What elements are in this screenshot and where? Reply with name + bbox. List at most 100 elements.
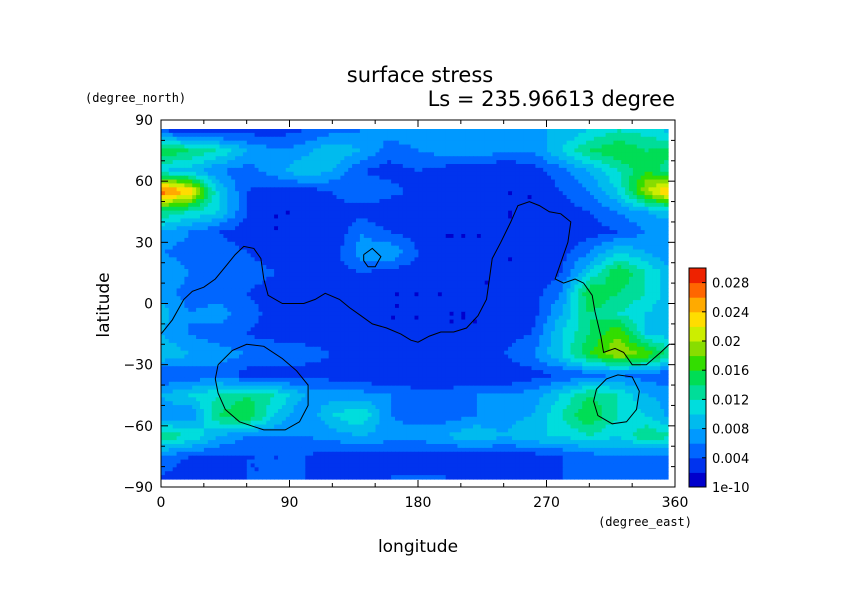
heatmap-cell: [660, 167, 665, 173]
heatmap-cell: [551, 195, 556, 200]
heatmap-cell: [161, 206, 166, 212]
heatmap-cell: [340, 261, 345, 266]
heatmap-cell: [391, 156, 396, 161]
heatmap-cell: [242, 152, 248, 157]
heatmap-cell: [289, 148, 295, 153]
heatmap-cell: [324, 187, 330, 192]
heatmap-cell: [457, 214, 462, 220]
heatmap-cell: [605, 206, 611, 212]
heatmap-cell: [293, 136, 299, 142]
heatmap-cell: [219, 214, 224, 220]
heatmap-cell: [488, 171, 494, 177]
heatmap-cell: [293, 191, 299, 196]
heatmap-cell: [402, 179, 408, 185]
heatmap-cell: [551, 187, 556, 192]
heatmap-cell: [461, 175, 466, 181]
heatmap-cell: [391, 187, 396, 192]
heatmap-cell: [297, 214, 302, 220]
heatmap-cell: [164, 202, 170, 208]
heatmap-cell: [383, 253, 388, 258]
heatmap-cell: [184, 241, 189, 247]
heatmap-cell: [445, 167, 451, 173]
heatmap-cell: [266, 167, 271, 173]
heatmap-cell: [336, 265, 341, 270]
heatmap-cell: [395, 187, 400, 192]
heatmap-cell: [613, 179, 618, 185]
heatmap-cell: [597, 183, 603, 188]
heatmap-cell: [274, 222, 279, 227]
heatmap-cell: [270, 199, 275, 204]
heatmap-cell: [473, 249, 478, 255]
heatmap-cell: [593, 167, 599, 173]
heatmap-cell: [441, 136, 447, 142]
heatmap-cell: [313, 167, 318, 173]
heatmap-cell: [539, 237, 544, 243]
heatmap-cell: [219, 226, 224, 231]
heatmap-cell: [289, 199, 295, 204]
heatmap-cell: [227, 156, 232, 161]
heatmap-cell: [203, 222, 209, 227]
heatmap-cell: [235, 241, 240, 247]
heatmap-cell: [465, 253, 470, 258]
heatmap-cell: [164, 257, 170, 262]
heatmap-cell: [348, 276, 353, 282]
heatmap-cell: [613, 269, 618, 274]
heatmap-cell: [317, 214, 322, 220]
heatmap-cell: [430, 175, 435, 181]
heatmap-cell: [488, 241, 494, 247]
heatmap-cell: [211, 179, 217, 185]
heatmap-cell: [434, 148, 439, 153]
heatmap-cell: [200, 160, 205, 165]
heatmap-cell: [523, 152, 529, 157]
heatmap-cell: [473, 272, 478, 278]
heatmap-cell: [348, 183, 353, 188]
heatmap-cell: [379, 187, 384, 192]
heatmap-cell: [465, 249, 470, 255]
heatmap-cell: [512, 136, 517, 142]
heatmap-cell: [644, 171, 650, 177]
heatmap-cell: [184, 183, 189, 188]
heatmap-cell: [289, 257, 295, 262]
heatmap-cell: [426, 237, 431, 243]
heatmap-cell: [320, 230, 326, 235]
heatmap-cell: [492, 265, 497, 270]
heatmap-cell: [285, 132, 291, 138]
heatmap-cell: [617, 156, 622, 161]
heatmap-cell: [324, 261, 330, 266]
heatmap-cell: [422, 191, 427, 196]
heatmap-cell: [469, 129, 474, 134]
heatmap-cell: [391, 160, 396, 165]
heatmap-cell: [496, 187, 501, 192]
heatmap-cell: [500, 257, 505, 262]
heatmap-cell: [305, 183, 310, 188]
heatmap-cell: [262, 179, 267, 185]
heatmap-cell: [172, 156, 178, 161]
heatmap-cell: [656, 160, 661, 165]
heatmap-cell: [383, 171, 388, 177]
heatmap-cell: [469, 265, 474, 270]
heatmap-cell: [328, 230, 334, 235]
heatmap-cell: [402, 152, 408, 157]
heatmap-cell: [515, 171, 521, 177]
heatmap-cell: [601, 226, 607, 231]
heatmap-cell: [566, 167, 572, 173]
heatmap-cell: [262, 148, 267, 153]
heatmap-cell: [613, 148, 618, 153]
heatmap-cell: [640, 148, 646, 153]
heatmap-cell: [281, 191, 287, 196]
heatmap-cell: [359, 144, 365, 150]
heatmap-cell: [309, 230, 314, 235]
heatmap-cell: [266, 276, 271, 282]
heatmap-cell: [254, 257, 260, 262]
heatmap-cell: [422, 206, 427, 212]
heatmap-cell: [281, 144, 287, 150]
heatmap-cell: [515, 222, 521, 227]
heatmap-cell: [582, 222, 587, 227]
heatmap-cell: [632, 257, 638, 262]
heatmap-cell: [414, 249, 419, 255]
heatmap-cell: [473, 156, 478, 161]
heatmap-cell: [270, 152, 275, 157]
heatmap-cell: [488, 152, 494, 157]
heatmap-cell: [461, 269, 466, 274]
heatmap-cell: [356, 269, 361, 274]
